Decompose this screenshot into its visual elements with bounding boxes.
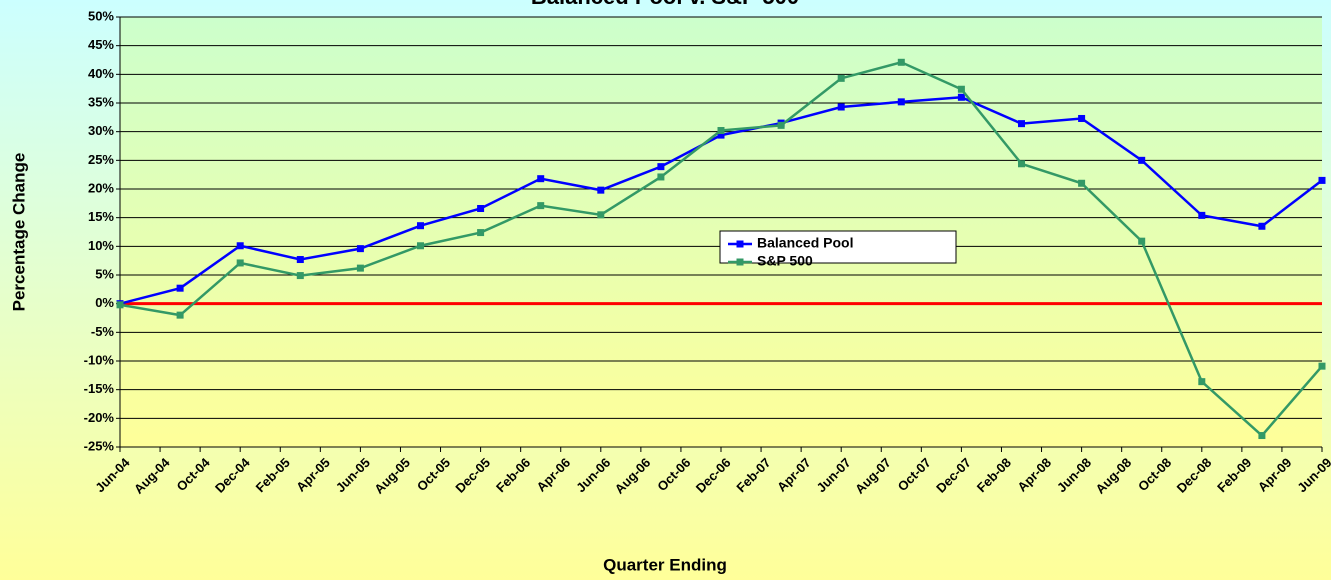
point <box>837 103 845 111</box>
point <box>417 242 424 250</box>
point <box>597 186 605 194</box>
point <box>116 301 124 309</box>
point <box>1138 237 1146 245</box>
point <box>1318 176 1326 184</box>
y-tick-label: -10% <box>84 352 115 367</box>
y-tick-label: 25% <box>88 152 114 167</box>
y-tick-label: -15% <box>84 381 115 396</box>
legend-label: S&P 500 <box>757 253 813 269</box>
chart-title: Balanced Pool v. S&P 500 <box>531 0 799 9</box>
y-tick-label: 15% <box>88 209 114 224</box>
point <box>1138 156 1146 164</box>
point <box>1258 432 1266 440</box>
point <box>897 58 905 66</box>
point <box>1258 222 1266 230</box>
legend-label: Balanced Pool <box>757 235 853 251</box>
point <box>897 98 905 106</box>
point <box>657 173 665 181</box>
point <box>597 211 605 219</box>
y-tick-label: 40% <box>88 66 114 81</box>
y-tick-label: -25% <box>84 438 115 453</box>
y-tick-label: 5% <box>95 266 114 281</box>
point <box>236 259 244 267</box>
y-tick-label: 0% <box>95 295 114 310</box>
point <box>1018 120 1025 128</box>
legend-marker <box>736 240 744 248</box>
point <box>1198 211 1206 219</box>
point <box>176 311 184 319</box>
point <box>837 74 845 82</box>
point <box>477 204 485 212</box>
point <box>657 163 665 171</box>
y-tick-label: 35% <box>88 94 114 109</box>
y-tick-label: 30% <box>88 123 114 138</box>
y-axis-label: Percentage Change <box>9 153 28 312</box>
point <box>1318 362 1326 370</box>
point <box>717 131 725 139</box>
point <box>296 272 304 280</box>
point <box>957 93 965 101</box>
point <box>717 127 725 135</box>
y-tick-label: 45% <box>88 37 114 52</box>
point <box>957 85 965 93</box>
point <box>296 256 304 264</box>
y-tick-label: 50% <box>88 8 114 23</box>
point <box>356 264 364 272</box>
point <box>356 245 364 253</box>
legend-box <box>719 230 957 264</box>
point <box>417 222 424 230</box>
point <box>236 242 244 250</box>
y-tick-label: 20% <box>88 180 114 195</box>
point <box>1198 378 1206 386</box>
point <box>1018 160 1025 168</box>
legend-marker <box>736 258 744 266</box>
point <box>477 229 485 237</box>
x-axis-label: Quarter Ending <box>603 555 727 574</box>
point <box>1078 179 1086 187</box>
point <box>537 202 545 210</box>
y-tick-label: 10% <box>88 238 114 253</box>
y-tick-label: -20% <box>84 410 115 425</box>
point <box>176 284 184 292</box>
point <box>537 175 545 183</box>
y-tick-label: -5% <box>91 324 115 339</box>
point <box>777 121 785 129</box>
point <box>1078 114 1086 122</box>
